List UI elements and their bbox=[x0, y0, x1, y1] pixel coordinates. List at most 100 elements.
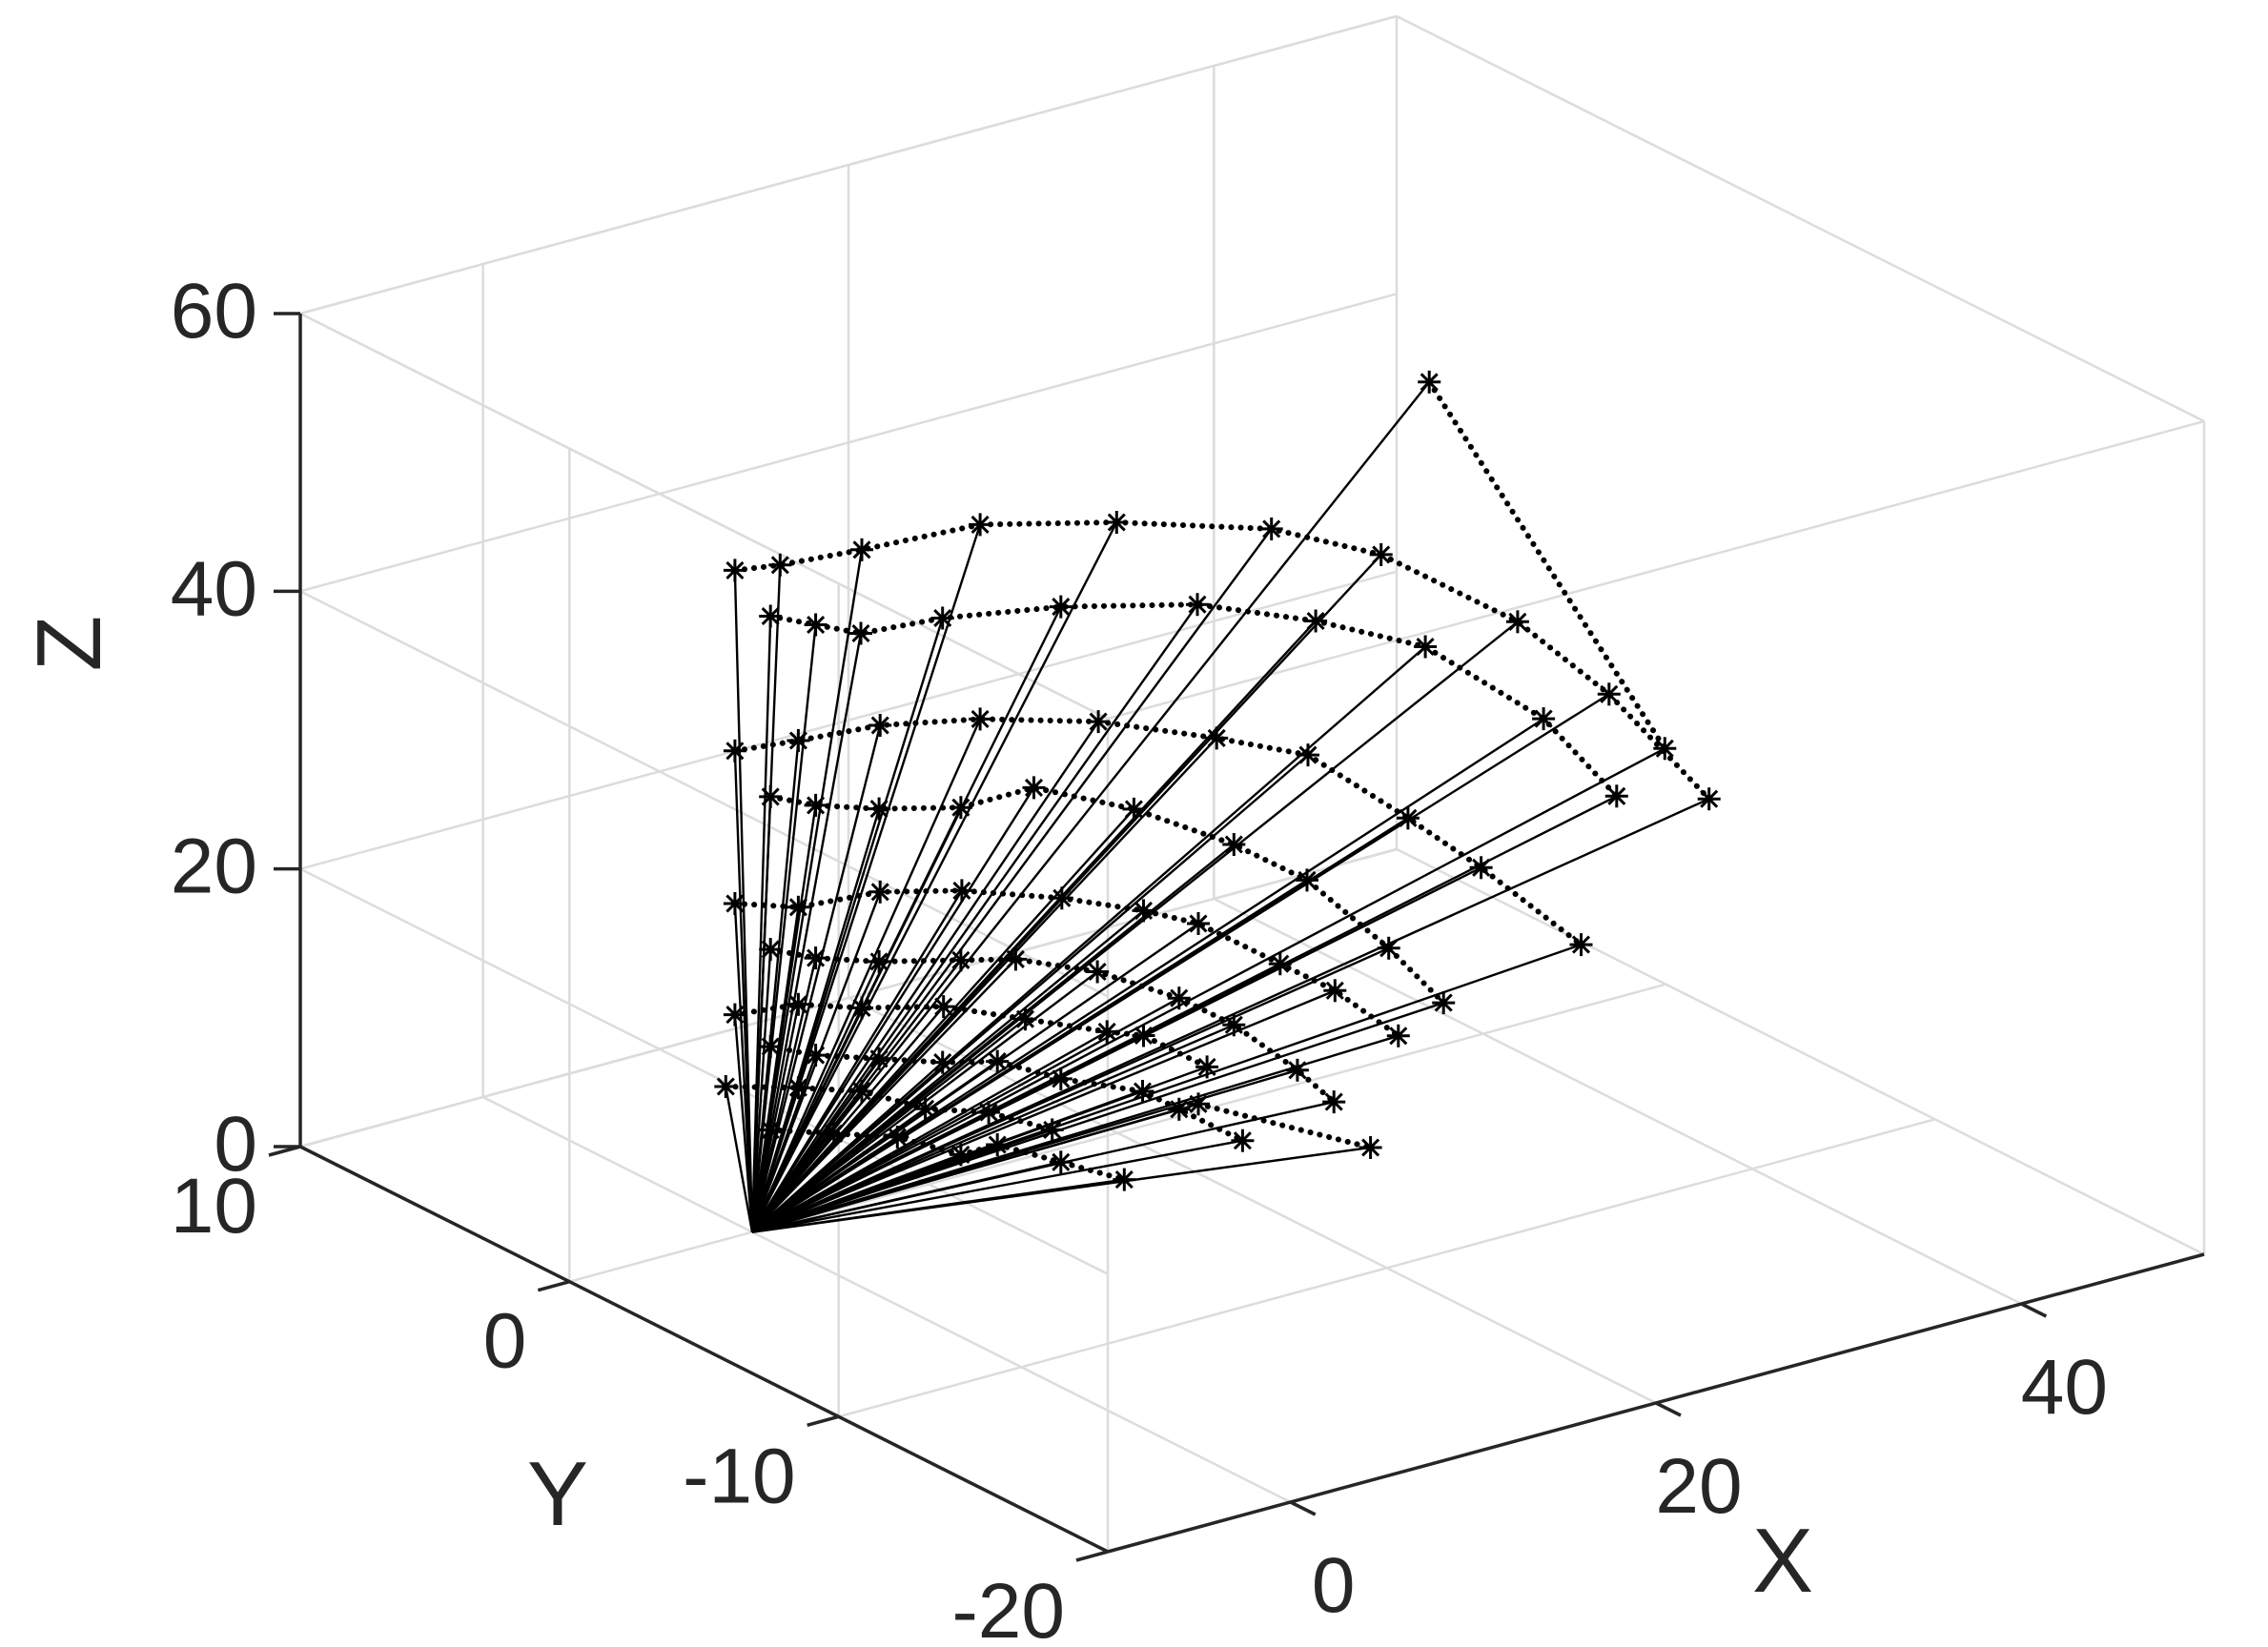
star-marker bbox=[1049, 1150, 1073, 1174]
star-marker bbox=[930, 1050, 954, 1074]
y-tick-label: 10 bbox=[171, 1163, 257, 1250]
box-edge bbox=[299, 847, 1398, 1149]
star-marker bbox=[804, 793, 828, 817]
star-marker bbox=[822, 1122, 846, 1146]
star-marker bbox=[868, 714, 892, 737]
y-tick-label: -10 bbox=[683, 1433, 796, 1519]
radial-segment bbox=[751, 1034, 1400, 1233]
star-marker bbox=[1532, 707, 1556, 731]
star-marker bbox=[759, 1118, 783, 1142]
box-edge bbox=[299, 14, 1398, 315]
radial-segment bbox=[751, 1030, 1108, 1233]
dotted-trajectory bbox=[767, 784, 1447, 1006]
star-marker bbox=[1386, 1024, 1410, 1047]
radial-segment bbox=[750, 1007, 864, 1233]
radial-segment bbox=[750, 949, 772, 1232]
x-axis-label: X bbox=[1752, 1510, 1813, 1612]
radial-segment bbox=[750, 521, 1118, 1233]
star-marker bbox=[1469, 856, 1493, 880]
star-marker bbox=[1377, 936, 1400, 960]
grid-line bbox=[838, 1118, 1935, 1418]
star-marker bbox=[1195, 1055, 1219, 1079]
star-marker bbox=[1004, 947, 1028, 971]
star-marker bbox=[977, 1101, 1001, 1124]
radial-segment bbox=[751, 1136, 898, 1233]
star-marker bbox=[768, 553, 792, 577]
x-tick-label: 20 bbox=[1655, 1443, 1742, 1530]
star-marker bbox=[1268, 952, 1292, 976]
star-marker bbox=[1013, 1007, 1037, 1031]
dotted-trajectory bbox=[1195, 1101, 1374, 1150]
star-marker bbox=[1569, 933, 1593, 957]
star-marker bbox=[850, 996, 873, 1020]
radial-segment bbox=[733, 750, 754, 1232]
star-marker bbox=[930, 606, 954, 630]
star-marker bbox=[913, 1097, 937, 1121]
star-marker bbox=[969, 707, 992, 731]
y-tick bbox=[537, 1279, 570, 1292]
star-marker bbox=[969, 513, 992, 537]
star-marker bbox=[868, 797, 891, 821]
radial-segment bbox=[751, 958, 1017, 1233]
radial-segment bbox=[751, 946, 1390, 1233]
radial-segment bbox=[751, 1103, 1199, 1233]
star-marker bbox=[1604, 784, 1628, 808]
star-marker bbox=[1205, 726, 1229, 750]
star-marker bbox=[1304, 609, 1328, 633]
dotted-trajectory bbox=[731, 716, 1584, 948]
star-marker bbox=[1167, 986, 1191, 1010]
x-tick bbox=[2020, 1302, 2048, 1318]
star-marker bbox=[868, 949, 891, 973]
star-marker bbox=[1132, 1024, 1155, 1047]
dotted-trajectory bbox=[731, 518, 1712, 803]
radial-segment bbox=[751, 1128, 1053, 1233]
star-marker bbox=[723, 892, 746, 915]
star-marker bbox=[850, 538, 873, 561]
star-marker bbox=[759, 938, 783, 962]
radial-segment bbox=[750, 616, 772, 1232]
x-tick-label: 40 bbox=[2021, 1344, 2108, 1431]
star-marker bbox=[1022, 776, 1046, 800]
star-marker bbox=[949, 1143, 972, 1167]
star-marker bbox=[868, 1047, 891, 1070]
y-tick bbox=[807, 1414, 840, 1428]
radial-segment bbox=[751, 1139, 1243, 1233]
box-edge bbox=[1396, 847, 2205, 1256]
star-marker bbox=[1653, 737, 1677, 761]
star-marker bbox=[1113, 1168, 1136, 1191]
star-marker bbox=[1597, 682, 1621, 706]
radial-segment bbox=[751, 1161, 1062, 1233]
radial-segment bbox=[751, 603, 1198, 1233]
radial-segment bbox=[751, 1061, 944, 1233]
radial-segment bbox=[750, 889, 963, 1233]
star-marker bbox=[1222, 1013, 1246, 1037]
star-marker bbox=[1296, 868, 1318, 892]
star-marker bbox=[1297, 743, 1319, 767]
radial-segment bbox=[750, 724, 882, 1232]
star-marker bbox=[804, 946, 828, 970]
radial-segment bbox=[750, 549, 864, 1232]
star-marker bbox=[1131, 1080, 1154, 1103]
star-marker bbox=[1095, 1020, 1119, 1044]
star-marker bbox=[1087, 710, 1111, 734]
radial-segment bbox=[751, 1146, 1371, 1233]
dotted-trajectory bbox=[767, 946, 1338, 1106]
star-marker bbox=[723, 739, 746, 762]
grid-line bbox=[299, 867, 1109, 1275]
radial-segment bbox=[725, 1086, 754, 1232]
radial-segment bbox=[750, 796, 772, 1232]
star-marker bbox=[1105, 511, 1129, 534]
star-marker bbox=[1222, 833, 1246, 856]
star-marker bbox=[1285, 1058, 1309, 1082]
z-tick-label: 20 bbox=[171, 824, 257, 910]
star-marker bbox=[1432, 991, 1456, 1015]
radial-segment bbox=[733, 903, 754, 1232]
y-axis-label: Y bbox=[527, 1443, 588, 1545]
dotted-trajectory bbox=[731, 887, 1401, 1039]
radial-segment bbox=[750, 1046, 772, 1232]
star-marker bbox=[1167, 1097, 1191, 1121]
z-tick-label: 0 bbox=[214, 1101, 257, 1188]
star-marker bbox=[1231, 1128, 1255, 1152]
radial-segment bbox=[751, 808, 1135, 1233]
